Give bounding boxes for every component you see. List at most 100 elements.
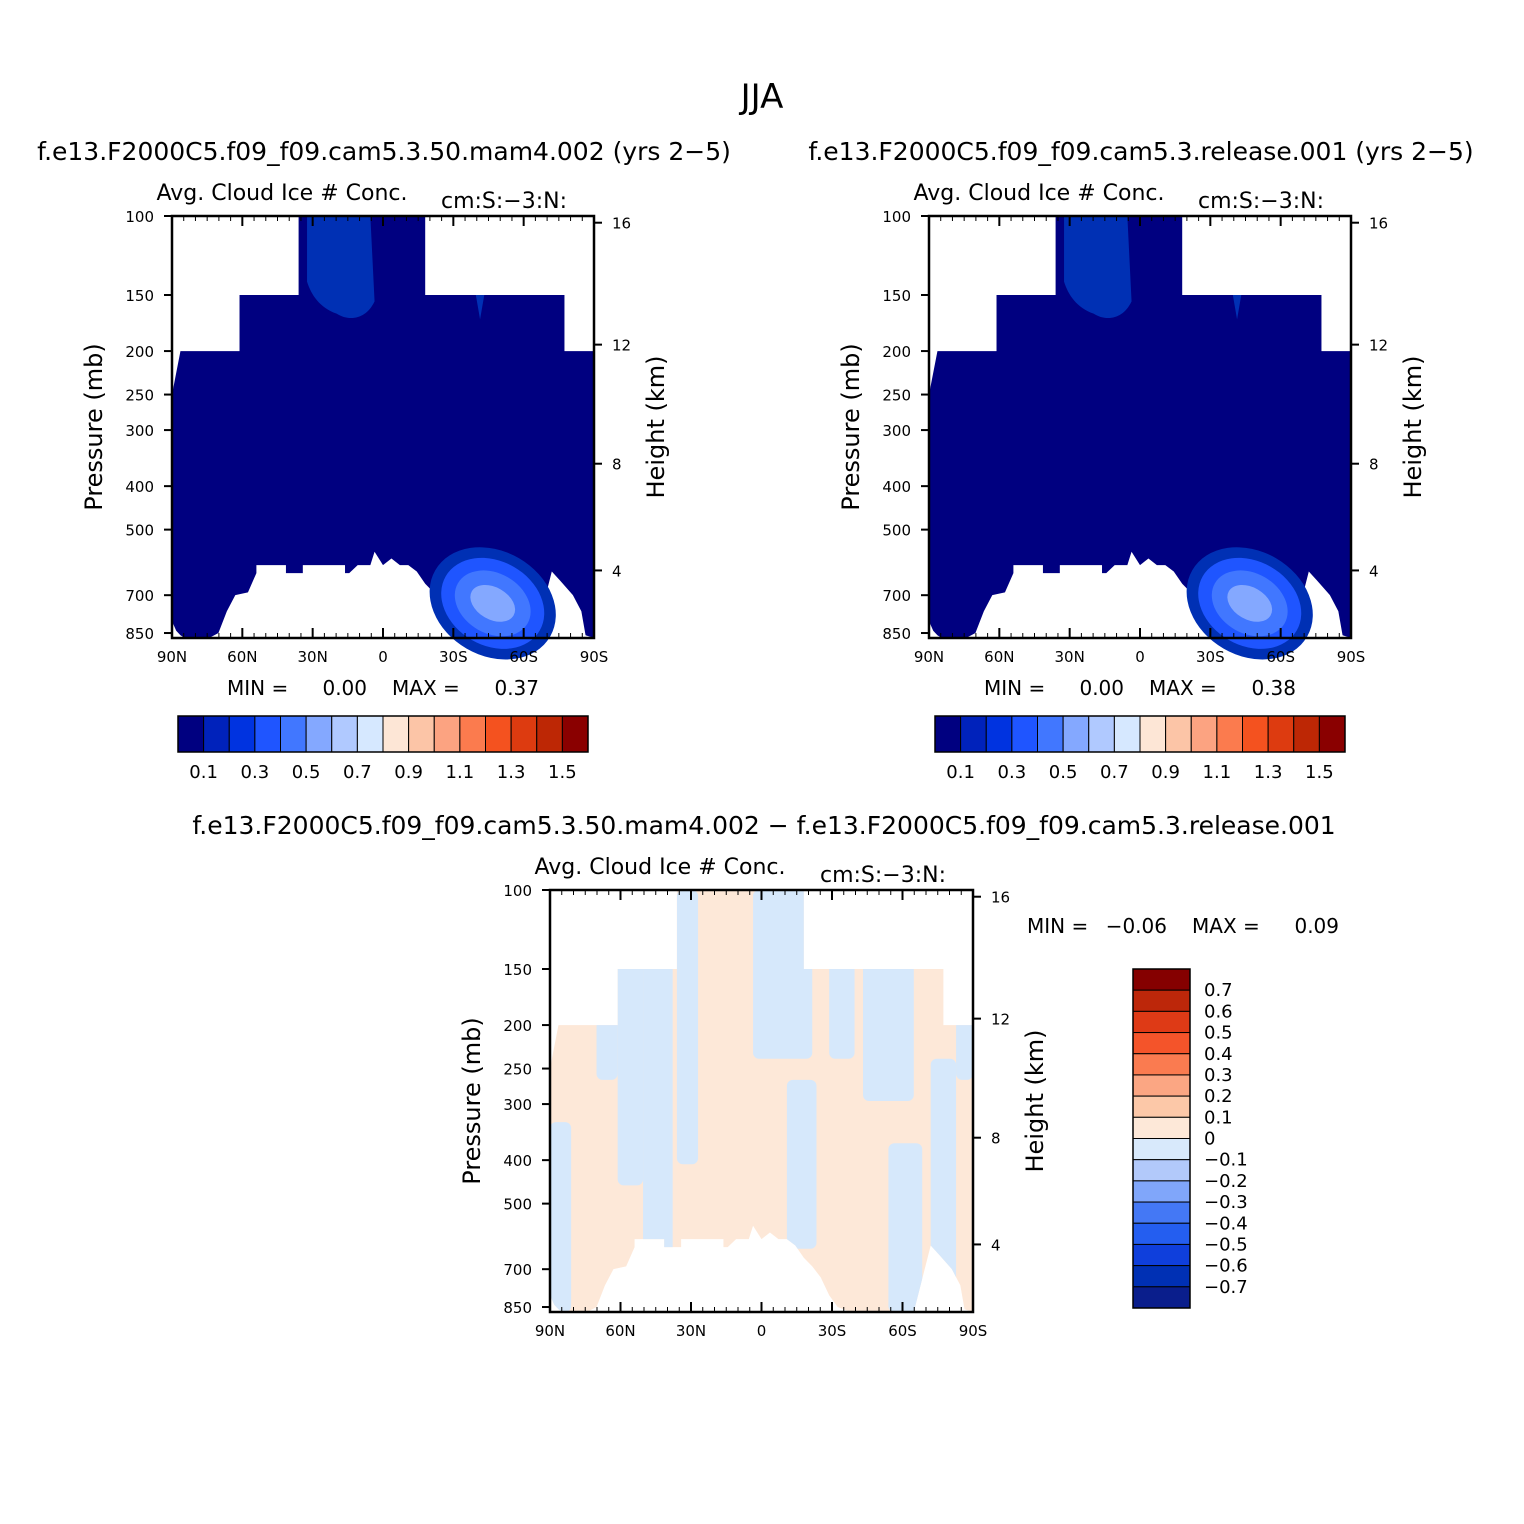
colorbar-box bbox=[485, 715, 512, 753]
field-fill bbox=[929, 216, 1351, 638]
colorbar-label: 1.1 bbox=[446, 762, 475, 783]
y2-tick-label: 16 bbox=[991, 889, 1010, 907]
colorbar-box bbox=[1132, 989, 1191, 1012]
colorbar-box bbox=[177, 715, 205, 753]
colorbar-box bbox=[1216, 715, 1243, 753]
colorbar-a: 0.1 0.3 0.5 0.7 0.9 1.1 1.3 1.5 bbox=[177, 715, 589, 783]
variable-label: Avg. Cloud Ice # Conc. bbox=[914, 181, 1165, 206]
variable-label: Avg. Cloud Ice # Conc. bbox=[157, 181, 408, 206]
units-label: cm:S:−3:N: bbox=[441, 189, 567, 214]
colorbar-box bbox=[1267, 715, 1295, 753]
upper-ice-region bbox=[307, 216, 375, 319]
colorbar-box bbox=[254, 715, 281, 753]
colorbar-label: 1.3 bbox=[1254, 762, 1283, 783]
x-tick-label: 90S bbox=[959, 1322, 988, 1340]
neg-patch-3 bbox=[617, 932, 644, 1186]
y-tick-label: 300 bbox=[125, 422, 154, 440]
colorbar-box bbox=[561, 715, 589, 753]
x-tick-label: 60S bbox=[888, 1322, 917, 1340]
y-tick-label: 850 bbox=[503, 1299, 532, 1317]
colorbar-box bbox=[1318, 715, 1346, 753]
y-tick-label: 100 bbox=[882, 208, 911, 226]
colorbar-label: 1.5 bbox=[1305, 762, 1334, 783]
min-value: 0.00 bbox=[322, 676, 367, 700]
colorbar-box bbox=[1132, 968, 1191, 991]
eddy-contour-4 bbox=[1227, 584, 1273, 622]
colorbar-label: −0.7 bbox=[1204, 1277, 1248, 1298]
colorbar-box bbox=[408, 715, 435, 753]
colorbar-label: −0.5 bbox=[1204, 1234, 1248, 1255]
min-label: MIN = bbox=[984, 676, 1045, 700]
colorbar-label: 0.9 bbox=[394, 762, 423, 783]
eddy-contour-4 bbox=[470, 584, 516, 622]
colorbar-box bbox=[1088, 715, 1115, 753]
y-tick-label: 150 bbox=[125, 287, 154, 305]
y-tick-label: 700 bbox=[882, 587, 911, 605]
x-tick-label: 90S bbox=[1337, 648, 1366, 666]
y-tick-label: 400 bbox=[125, 478, 154, 496]
colorbar-box bbox=[1011, 715, 1038, 753]
y-tick-label: 500 bbox=[125, 522, 154, 540]
x-tick-label: 60N bbox=[984, 648, 1014, 666]
colorbar-label: 0.5 bbox=[1049, 762, 1078, 783]
colorbar-box bbox=[1132, 1138, 1191, 1161]
colorbar-box bbox=[1132, 1053, 1191, 1076]
y-tick-label: 100 bbox=[125, 208, 154, 226]
x-tick-label: 30N bbox=[676, 1322, 706, 1340]
min-value: 0.00 bbox=[1079, 676, 1124, 700]
y-tick-label: 150 bbox=[503, 961, 532, 979]
y-tick-label: 250 bbox=[503, 1061, 532, 1079]
colorbar-box bbox=[1132, 1222, 1191, 1245]
y2-axis-label: Height (km) bbox=[1021, 1030, 1049, 1173]
y-tick-label: 850 bbox=[125, 625, 154, 643]
y-tick-label: 850 bbox=[882, 625, 911, 643]
colorbar-box bbox=[1037, 715, 1064, 753]
y-tick-label: 300 bbox=[503, 1096, 532, 1114]
y2-tick-label: 16 bbox=[1369, 215, 1388, 233]
colorbar-label: 1.3 bbox=[497, 762, 526, 783]
y-tick-label: 500 bbox=[882, 522, 911, 540]
colorbar-box bbox=[356, 715, 384, 753]
case-title-diff: f.e13.F2000C5.f09_f09.cam5.3.50.mam4.002… bbox=[192, 811, 1335, 840]
upper-ice-region bbox=[1064, 216, 1132, 319]
max-value: 0.09 bbox=[1294, 914, 1339, 938]
colorbar-label: 0.5 bbox=[1204, 1023, 1233, 1044]
y2-tick-label: 16 bbox=[612, 215, 631, 233]
figure-title: JJA bbox=[739, 77, 784, 117]
y-tick-label: 200 bbox=[125, 343, 154, 361]
colorbar-box bbox=[1062, 715, 1090, 753]
colorbar-box bbox=[1132, 1116, 1191, 1139]
max-value: 0.38 bbox=[1251, 676, 1296, 700]
colorbar-box bbox=[1242, 715, 1269, 753]
colorbar-box bbox=[1132, 1286, 1191, 1309]
y2-tick-label: 8 bbox=[1369, 456, 1379, 474]
y2-tick-label: 4 bbox=[612, 562, 622, 580]
y-tick-label: 700 bbox=[503, 1261, 532, 1279]
x-tick-label: 0 bbox=[757, 1322, 767, 1340]
colorbar-label: −0.2 bbox=[1204, 1171, 1248, 1192]
colorbar-box bbox=[1190, 715, 1218, 753]
x-tick-label: 30N bbox=[1055, 648, 1085, 666]
neg-patch-2 bbox=[596, 932, 618, 1080]
neg-patch-12 bbox=[956, 932, 973, 1080]
colorbar-box bbox=[382, 715, 410, 753]
colorbar-box bbox=[1132, 1201, 1191, 1224]
x-tick-label: 90S bbox=[580, 648, 609, 666]
y-tick-label: 500 bbox=[503, 1196, 532, 1214]
neg-patch-6 bbox=[753, 890, 813, 1059]
x-tick-label: 60S bbox=[509, 648, 538, 666]
colorbar-label: 0.3 bbox=[241, 762, 270, 783]
neg-patch-8 bbox=[829, 953, 855, 1059]
case-title-a: f.e13.F2000C5.f09_f09.cam5.3.50.mam4.002… bbox=[37, 137, 731, 166]
variable-label: Avg. Cloud Ice # Conc. bbox=[535, 855, 786, 880]
y-tick-label: 400 bbox=[503, 1152, 532, 1170]
colorbar-box bbox=[1132, 1180, 1191, 1203]
min-value: −0.06 bbox=[1106, 914, 1167, 938]
y2-tick-label: 4 bbox=[1369, 562, 1379, 580]
y2-tick-label: 8 bbox=[991, 1130, 1001, 1148]
y2-tick-label: 4 bbox=[991, 1236, 1001, 1254]
x-tick-label: 90N bbox=[535, 1322, 565, 1340]
y-tick-label: 400 bbox=[882, 478, 911, 496]
colorbar-frame bbox=[934, 715, 1346, 753]
